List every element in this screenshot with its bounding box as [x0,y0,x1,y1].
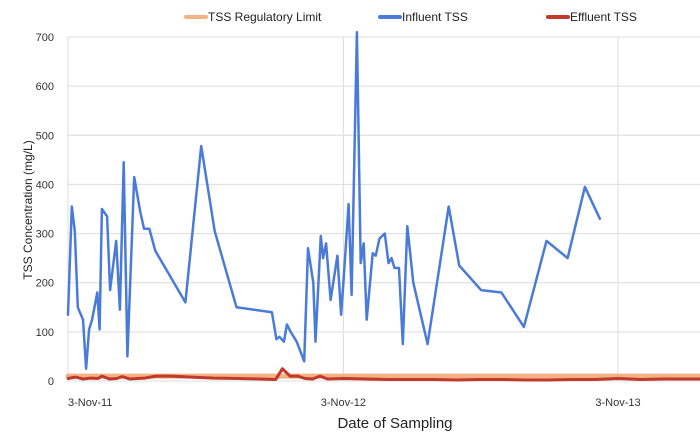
y-tick-label: 0 [48,376,54,388]
legend-label: TSS Regulatory Limit [208,10,322,24]
y-tick-label: 500 [36,130,54,142]
series-lines [65,30,700,382]
y-tick-label: 600 [36,81,54,93]
x-tick-label: 3-Nov-13 [595,397,640,409]
x-axis-title: Date of Sampling [337,415,452,432]
series-line-influent-tss [66,30,602,370]
x-axis-ticks: 3-Nov-11 3-Nov-12 3-Nov-13 [68,397,641,409]
y-tick-label: 700 [36,32,54,44]
legend-label: Effluent TSS [570,10,637,24]
legend: TSS Regulatory Limit Influent TSS Effluent… [184,10,637,24]
y-tick-label: 300 [36,229,54,241]
y-axis-ticks: 0 100 200 300 400 500 600 700 [36,32,54,388]
legend-label: Influent TSS [402,10,468,24]
y-tick-label: 200 [36,278,54,290]
y-axis-title: TSS Concentration (mg/L) [21,140,35,279]
series-line-effluent-tss [66,367,700,382]
y-tick-label: 100 [36,327,54,339]
x-tick-label: 3-Nov-11 [68,397,112,409]
y-tick-label: 400 [36,179,54,191]
gridlines [67,36,700,382]
x-tick-label: 3-Nov-12 [321,397,366,409]
